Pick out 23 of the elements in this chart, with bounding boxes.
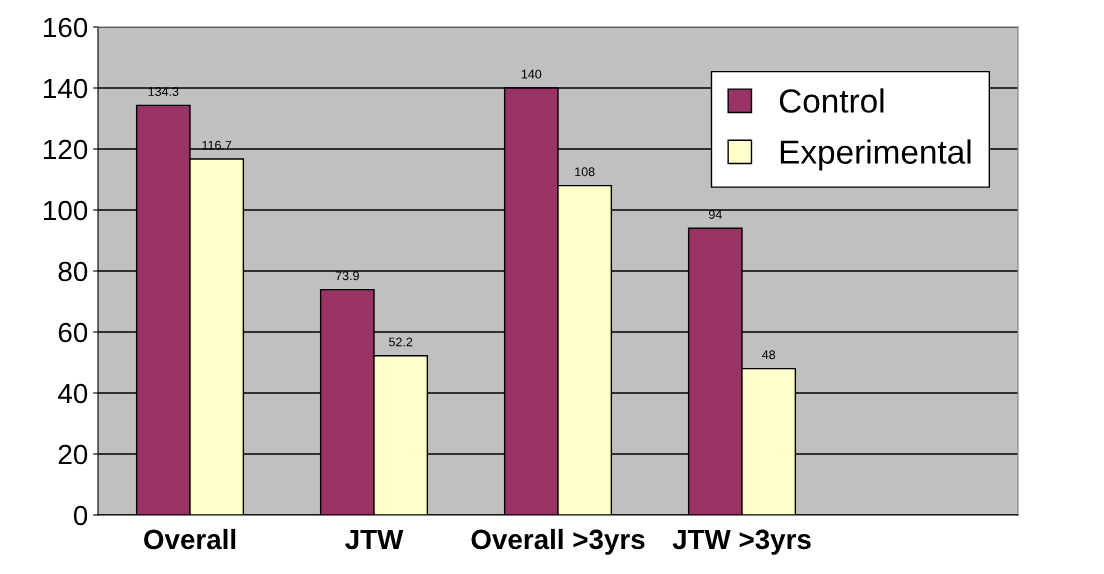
y-tick-label: 100 (44, 200, 88, 221)
legend-label: Experimental (780, 139, 971, 171)
data-label: 94 (708, 210, 722, 219)
y-tick-label: 20 (58, 444, 88, 465)
data-label: 140 (521, 69, 542, 79)
y-tick-label: 40 (58, 383, 88, 404)
x-tick-label: Overall >3yrs (471, 528, 645, 555)
data-label: 48 (762, 350, 776, 360)
x-tick-label: JTW (345, 529, 404, 550)
x-tick-label: Overall (144, 528, 236, 550)
data-label: 134.3 (148, 87, 179, 96)
data-label: 73.9 (335, 271, 359, 281)
data-label: 108 (575, 167, 595, 177)
y-tick-label: 120 (44, 139, 88, 160)
x-tick-label: JTW >3yrs (672, 529, 811, 555)
legend-label: Control (779, 88, 884, 113)
y-tick-label: 160 (44, 17, 88, 38)
y-tick-label: 80 (58, 261, 88, 282)
data-label: 52.2 (389, 337, 413, 347)
y-tick-label: 140 (44, 78, 88, 99)
y-tick-label: 60 (58, 322, 88, 343)
data-label: 116.7 (202, 140, 232, 150)
y-tick-label: 0 (73, 505, 88, 526)
